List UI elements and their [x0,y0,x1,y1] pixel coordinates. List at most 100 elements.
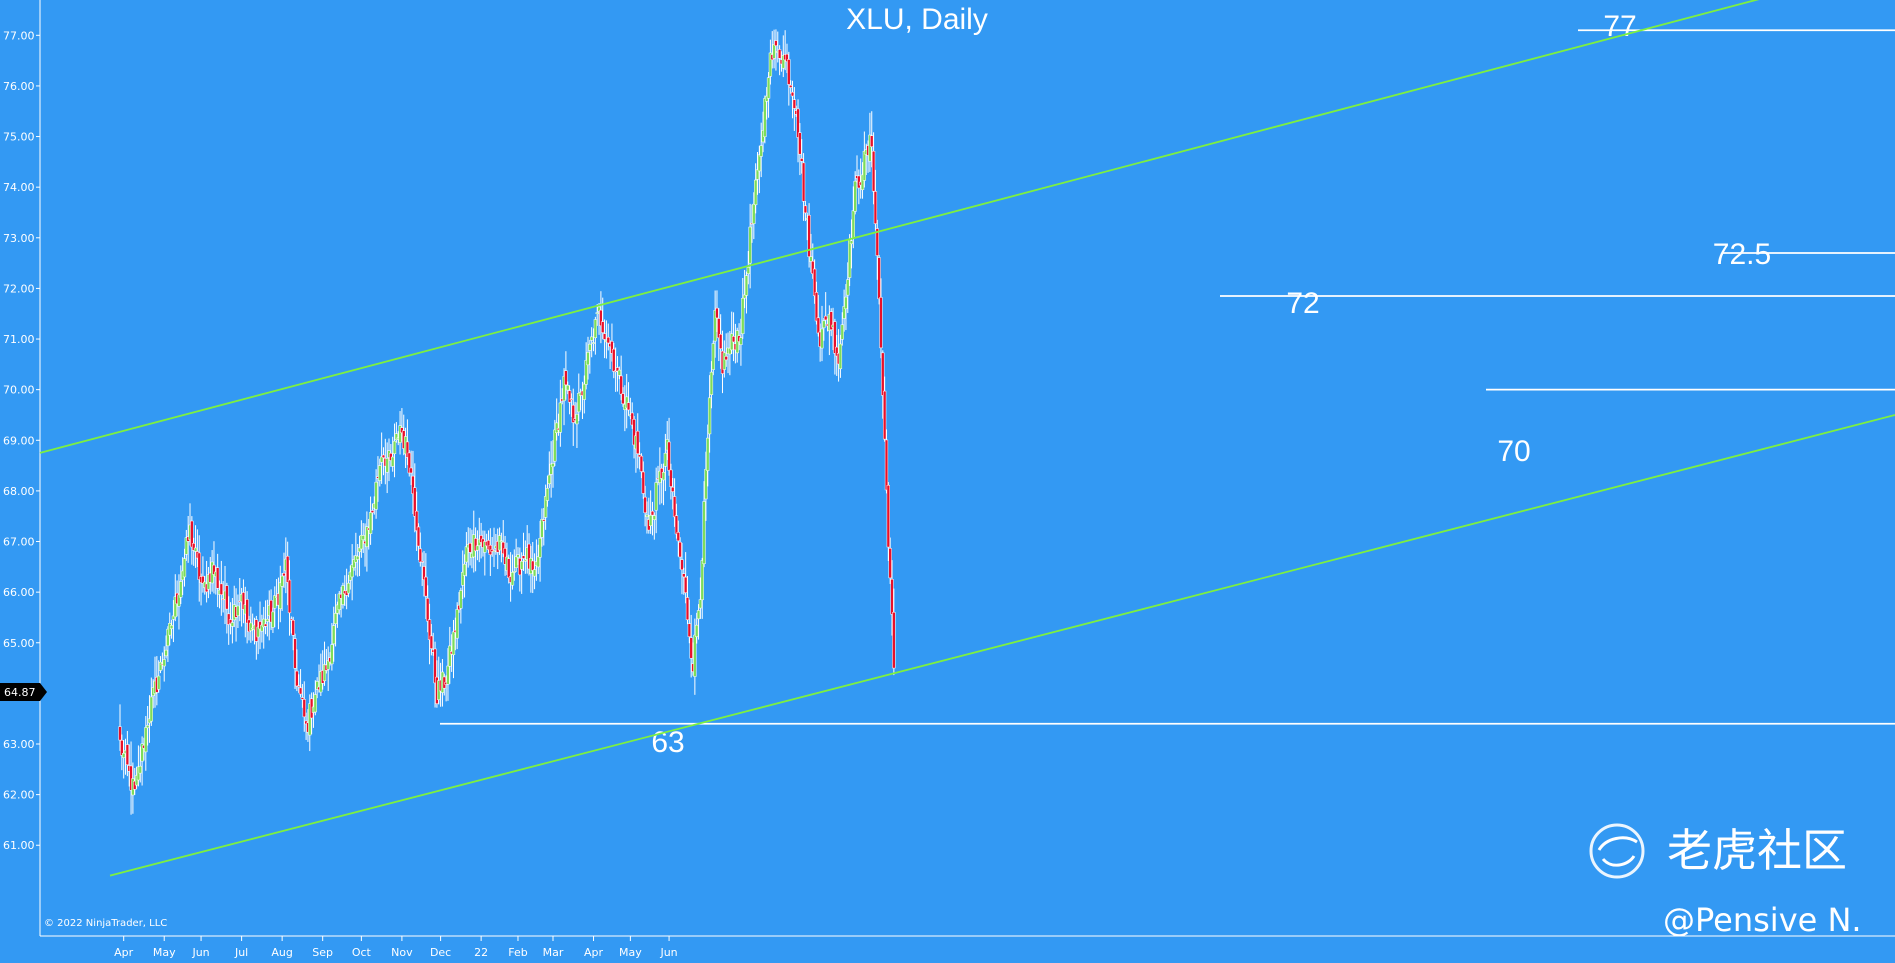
y-tick-label: 69.00 [3,434,35,447]
x-tick-label: Apr [584,946,604,959]
candle-body [731,336,736,343]
candle-body [669,469,673,487]
candle-body [593,319,598,339]
candle-body [300,697,305,700]
candle-body [822,320,826,329]
candle-body [418,548,422,563]
candle-body [801,162,806,202]
candle-body [219,583,223,595]
chart-title: XLU, Daily [846,3,988,36]
candle-body [263,623,268,627]
watermark: 老虎社区 @Pensive N. [1589,823,1862,939]
candle-body [298,687,303,695]
candle-body [182,558,187,578]
candle-body [520,561,524,570]
candle-body [695,624,699,637]
candle-body [706,437,710,471]
candle-body [709,371,714,395]
candle-body [704,469,708,500]
candle-body [118,726,122,741]
x-tick-label: Jun [191,946,209,959]
candle-body [567,390,572,403]
candle-body [164,649,168,657]
candle-body [803,205,808,214]
y-tick-label: 71.00 [3,333,35,346]
candle-body [302,699,306,718]
candle-body [847,238,852,278]
candle-body [313,694,317,713]
candle-body [122,753,126,758]
candle-body [333,613,338,624]
candle-body [346,582,351,594]
candle-body [409,467,413,474]
candle-body [680,559,684,571]
candle-body [590,336,594,341]
candle-body [523,559,528,562]
watermark-brand: 老虎社区 [1667,824,1847,877]
candle-body [871,150,876,192]
candle-body [652,515,656,520]
candle-body [601,321,605,333]
candle-body [332,625,336,645]
lower-channel-line [109,414,1895,877]
x-tick-label: Nov [391,946,413,959]
candle-body [282,573,286,577]
candle-body [800,158,804,162]
candle-body [612,348,616,372]
candle-body [297,685,301,687]
trend-channel [39,0,1895,877]
candle-body [689,637,693,659]
candle-body [671,486,675,492]
candle-body [746,267,750,275]
y-tick-label: 75.00 [3,131,35,144]
candle-body [700,560,704,601]
x-tick-label: May [153,946,176,959]
candle-body [216,567,220,589]
candle-body [888,548,892,579]
candle-body [497,535,502,551]
candle-body [577,392,581,413]
last-price-label: 64.87 [4,686,36,699]
candle-body [536,556,540,568]
candle-body [385,458,389,473]
candle-body [636,430,640,454]
candle-body [752,203,756,224]
candle-body [838,343,843,370]
candle-body [542,519,546,522]
candle-body [853,180,857,212]
candle-body [286,555,290,583]
candle-body [532,569,537,577]
candle-body [429,635,434,649]
candle-body [289,618,294,621]
candle-body [293,638,297,669]
candle-body [789,85,793,88]
copyright-text: © 2022 NinjaTrader, LLC [44,918,167,929]
candle-body [748,226,752,264]
candlestick-series [118,29,896,815]
x-tick-label: Jul [234,946,248,959]
candle-body [512,571,516,573]
candle-body [809,256,813,262]
candle-body [225,585,229,610]
candle-body [455,609,459,639]
candle-body [849,240,854,245]
candle-body [514,556,518,569]
candle-body [591,342,596,344]
candle-body [295,670,299,687]
candle-body [724,356,728,361]
candle-body [531,560,535,571]
candle-body [886,485,890,548]
x-tick-label: Jun [659,946,677,959]
candle-body [157,675,161,690]
level-label: 72 [1286,287,1319,320]
candle-body [193,547,198,552]
y-tick-label: 65.00 [3,637,35,650]
candle-body [144,727,148,753]
x-tick-label: Feb [508,946,527,959]
candle-body [414,510,419,531]
candle-body [341,585,345,605]
candle-body [468,543,472,553]
candle-body [844,296,848,310]
